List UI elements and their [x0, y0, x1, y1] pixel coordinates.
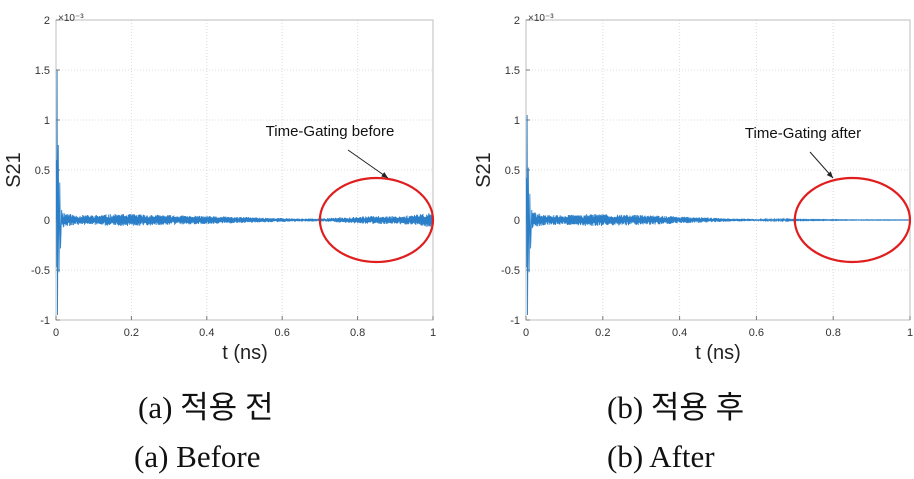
x-tick-label: 0 — [523, 327, 529, 339]
x-tick-label: 0.2 — [124, 327, 139, 339]
x-tick-label: 0 — [53, 327, 59, 339]
caption-a-english: (a) Before — [134, 439, 261, 474]
y-tick-label: 2 — [44, 15, 50, 27]
x-tick-label: 0.8 — [350, 327, 365, 339]
x-axis-label: t (ns) — [222, 342, 268, 364]
y-tick-label: 1.5 — [35, 65, 50, 77]
x-tick-label: 0.2 — [595, 327, 610, 339]
annotation-arrow-shaft — [347, 149, 389, 179]
y-tick-label: 0.5 — [505, 165, 520, 177]
annotation-text: Time-Gating after — [745, 125, 861, 142]
series-line-s21 — [56, 69, 433, 316]
chart-panel-b: 0 0.2 0.4 0.6 0.8 1 -1 -0.5 0 0.5 1 1.5 2 ×10⁻³ t (ns)… — [473, 13, 913, 364]
x-tick-label: 0.6 — [749, 327, 764, 339]
highlight-ellipse — [318, 176, 435, 264]
x-tick-label: 0.4 — [199, 327, 214, 339]
y-axis-label: S21 — [3, 152, 25, 188]
x-tick-label: 0.4 — [672, 327, 687, 339]
y-tick-label: 2 — [514, 15, 520, 27]
x-tick-label: 0.6 — [275, 327, 290, 339]
y-tick-label: 0 — [44, 215, 50, 227]
caption-a-korean: (a) 적용 전 — [138, 390, 274, 425]
y-tick-label: 0 — [514, 215, 520, 227]
chart-panel-a: 0 0.2 0.4 0.6 0.8 1 -1 -0.5 0 0.5 1 1.5 2 ×10⁻³ t (ns)… — [3, 13, 436, 364]
series-line-s21 — [526, 114, 910, 316]
annotation-arrow-head — [381, 172, 388, 178]
x-tick-label: 0.8 — [826, 327, 841, 339]
y-exponent-label: ×10⁻³ — [528, 13, 554, 24]
y-tick-label: 1 — [44, 115, 50, 127]
caption-b-english: (b) After — [607, 439, 715, 474]
y-tick-label: -0.5 — [501, 265, 520, 277]
x-axis-label: t (ns) — [695, 342, 741, 364]
y-axis-label: S21 — [473, 152, 495, 188]
highlight-ellipse — [793, 176, 912, 264]
y-exponent-label: ×10⁻³ — [58, 13, 84, 24]
caption-b-korean: (b) 적용 후 — [607, 390, 745, 425]
y-tick-label: -1 — [510, 315, 520, 327]
y-tick-label: 1 — [514, 115, 520, 127]
series-clip — [526, 114, 910, 316]
y-tick-label: -0.5 — [31, 265, 50, 277]
series-clip — [56, 69, 433, 316]
annotation-text: Time-Gating before — [266, 123, 395, 140]
x-tick-label: 1 — [430, 327, 436, 339]
x-tick-label: 1 — [907, 327, 913, 339]
annotation-arrow-head — [826, 171, 833, 178]
y-tick-label: 0.5 — [35, 165, 50, 177]
y-tick-label: -1 — [40, 315, 50, 327]
y-tick-label: 1.5 — [505, 65, 520, 77]
